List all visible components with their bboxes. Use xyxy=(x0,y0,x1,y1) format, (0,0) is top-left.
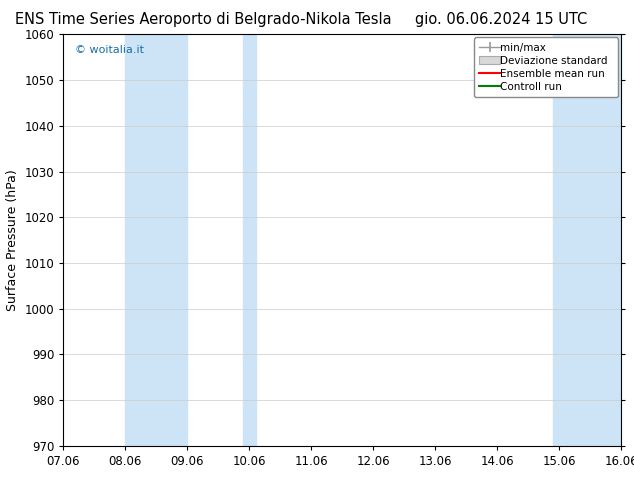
Y-axis label: Surface Pressure (hPa): Surface Pressure (hPa) xyxy=(6,169,19,311)
Text: © woitalia.it: © woitalia.it xyxy=(75,45,143,54)
Bar xyxy=(126,34,188,446)
Bar xyxy=(243,34,256,446)
Text: gio. 06.06.2024 15 UTC: gio. 06.06.2024 15 UTC xyxy=(415,12,587,27)
Text: ENS Time Series Aeroporto di Belgrado-Nikola Tesla: ENS Time Series Aeroporto di Belgrado-Ni… xyxy=(15,12,391,27)
Bar xyxy=(553,34,621,446)
Legend: min/max, Deviazione standard, Ensemble mean run, Controll run: min/max, Deviazione standard, Ensemble m… xyxy=(474,37,618,97)
